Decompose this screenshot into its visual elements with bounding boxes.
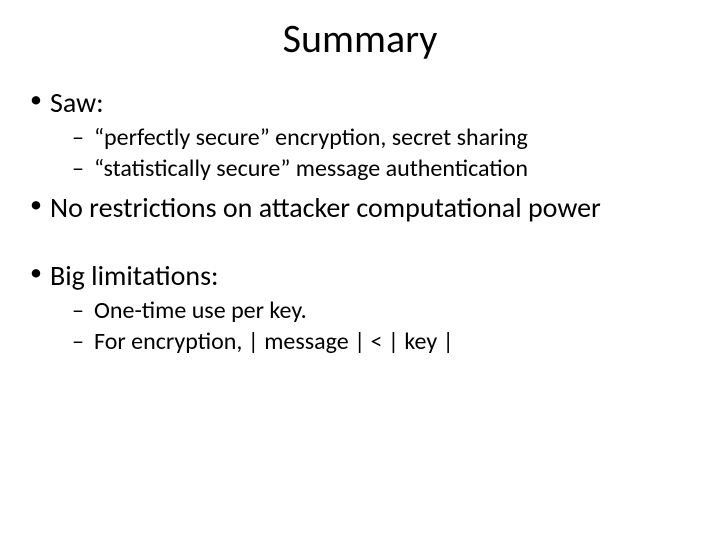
spacer [26,228,694,258]
sub-bullet-item: For encryption, | message | < | key | [50,327,694,358]
sub-bullet-text: “perfectly secure” encryption, secret sh… [94,123,528,152]
slide-title: Summary [26,14,694,63]
bullet-list: Saw: “perfectly secure” encryption, secr… [26,85,694,226]
sub-bullet-text: For encryption, | message | < | key | [94,327,454,356]
sub-bullet-list: One-time use per key. For encryption, | … [50,296,694,357]
bullet-item: Saw: “perfectly secure” encryption, secr… [26,85,694,184]
sub-bullet-item: “statistically secure” message authentic… [50,154,694,185]
bullet-text: Big limitations: [50,258,219,293]
sub-bullet-text: “statistically secure” message authentic… [94,154,528,183]
bullet-item: Big limitations: One-time use per key. F… [26,258,694,357]
sub-bullet-text: One-time use per key. [94,296,307,325]
sub-bullet-list: “perfectly secure” encryption, secret sh… [50,123,694,184]
bullet-list: Big limitations: One-time use per key. F… [26,258,694,357]
sub-bullet-item: One-time use per key. [50,296,694,327]
bullet-text: No restrictions on attacker computationa… [50,190,601,225]
sub-bullet-item: “perfectly secure” encryption, secret sh… [50,123,694,154]
slide: Summary Saw: “perfectly secure” encrypti… [0,0,720,540]
bullet-text: Saw: [50,85,104,120]
bullet-item: No restrictions on attacker computationa… [26,190,694,226]
